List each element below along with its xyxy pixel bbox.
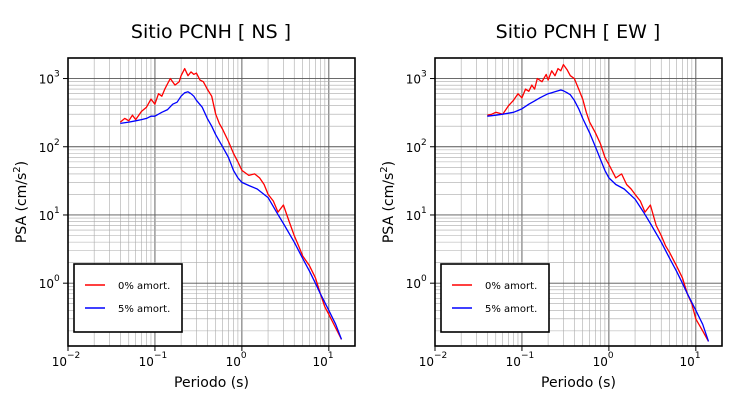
chart-title: Sitio PCNH [ EW ] — [496, 21, 661, 43]
chart-panel-ns: Sitio PCNH [ NS ]10 −2 10 −1 10 0 10 110 010 110 2… — [12, 21, 356, 391]
y-tick-label: 10 — [406, 277, 421, 291]
x-tick-exponent: −1 — [521, 351, 534, 361]
x-tick-exponent: 1 — [328, 351, 334, 361]
series-line-blue — [487, 89, 710, 342]
y-tick-exponent: 3 — [421, 70, 427, 80]
y-axis-label-main: PSA (cm/s — [381, 173, 397, 243]
plot-frame — [434, 57, 723, 347]
x-tick-label: 10 — [139, 355, 154, 369]
y-tick-exponent: 1 — [421, 206, 427, 216]
series-line-blue — [120, 91, 343, 340]
y-axis-label-sup: 2 — [12, 166, 23, 172]
x-tick-exponent: −2 — [67, 351, 80, 361]
series-line-red — [487, 63, 710, 342]
legend-label: 0% amort. — [118, 281, 170, 292]
y-tick-label: 10 — [406, 209, 421, 223]
y-tick-label: 10 — [39, 141, 54, 155]
x-axis-label: Periodo (s) — [541, 375, 616, 391]
x-tick-label: 10 — [506, 355, 521, 369]
legend-label: 0% amort. — [485, 281, 537, 292]
y-tick-exponent: 0 — [421, 274, 427, 284]
x-tick-exponent: −2 — [434, 351, 447, 361]
series-line-red — [119, 67, 343, 340]
legend: 0% amort. 5% amort. — [73, 263, 183, 333]
chart-panel-ew: Sitio PCNH [ EW ]10 −2 10 −1 10 0 10 110 010 110 2… — [379, 21, 723, 391]
series-group — [487, 63, 710, 342]
y-axis-label-sup: 2 — [379, 166, 390, 172]
x-tick-exponent: 1 — [695, 351, 701, 361]
y-axis-label-main: PSA (cm/s — [14, 173, 30, 243]
y-tick-exponent: 0 — [54, 274, 60, 284]
y-tick-label: 10 — [406, 141, 421, 155]
x-tick-label: 10 — [226, 355, 241, 369]
x-tick-label: 10 — [680, 355, 695, 369]
plot-frame — [67, 57, 356, 347]
y-axis-label: PSA (cm/s2) — [12, 161, 30, 243]
y-tick-exponent: 2 — [54, 138, 60, 148]
x-tick-exponent: 0 — [241, 351, 247, 361]
x-tick-label: 10 — [593, 355, 608, 369]
x-axis-label: Periodo (s) — [174, 375, 249, 391]
y-tick-exponent: 2 — [421, 138, 427, 148]
y-tick-label: 10 — [39, 209, 54, 223]
series-group — [119, 67, 343, 340]
y-tick-exponent: 3 — [54, 70, 60, 80]
chart-title: Sitio PCNH [ NS ] — [131, 21, 291, 43]
x-tick-exponent: −1 — [154, 351, 167, 361]
y-axis-label-end: ) — [14, 161, 30, 166]
x-tick-label: 10 — [419, 355, 434, 369]
y-tick-exponent: 1 — [54, 206, 60, 216]
legend: 0% amort. 5% amort. — [440, 263, 550, 333]
legend-box — [73, 263, 183, 333]
y-tick-label: 10 — [39, 73, 54, 87]
y-tick-label: 10 — [406, 73, 421, 87]
x-tick-label: 10 — [52, 355, 67, 369]
x-tick-exponent: 0 — [608, 351, 614, 361]
y-axis-label-end: ) — [381, 161, 397, 166]
y-axis-label: PSA (cm/s2) — [379, 161, 397, 243]
legend-box — [440, 263, 550, 333]
legend-label: 5% amort. — [485, 304, 537, 315]
legend-label: 5% amort. — [118, 304, 170, 315]
y-tick-label: 10 — [39, 277, 54, 291]
x-tick-label: 10 — [313, 355, 328, 369]
